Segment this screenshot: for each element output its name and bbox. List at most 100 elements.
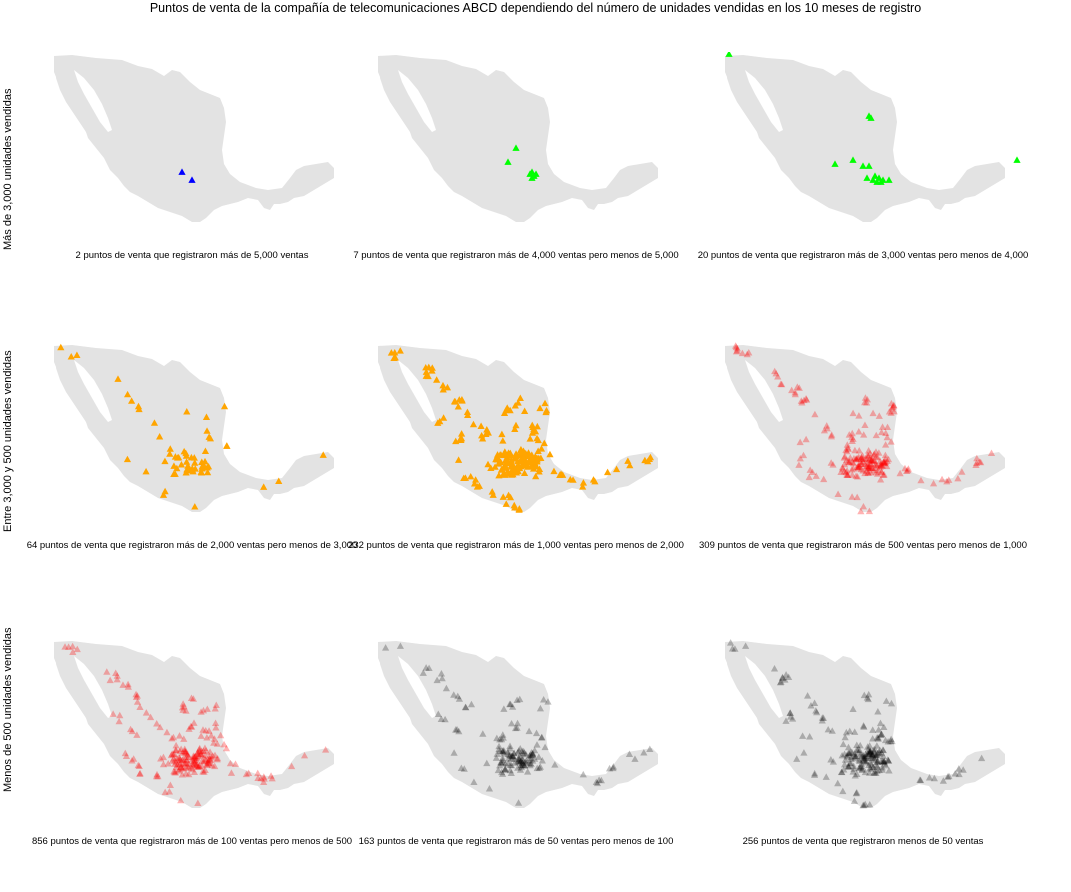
- sales-point-marker: [857, 460, 865, 468]
- sales-point-marker: [873, 462, 881, 469]
- sales-point-marker: [205, 757, 213, 764]
- sales-point-marker: [193, 754, 201, 761]
- sales-point-marker: [171, 453, 180, 460]
- sales-point-marker: [533, 434, 541, 442]
- sales-point-marker: [858, 762, 866, 770]
- sales-point-marker: [183, 750, 191, 758]
- sales-point-marker: [506, 493, 515, 501]
- sales-point-marker: [877, 730, 886, 738]
- sales-point-marker: [843, 471, 852, 478]
- sales-point-marker: [972, 459, 981, 466]
- sales-point-marker: [859, 756, 867, 763]
- sales-point-marker: [857, 763, 865, 770]
- sales-point-marker: [194, 752, 203, 760]
- sales-point-marker: [170, 767, 178, 775]
- sales-point-marker: [776, 678, 785, 686]
- sales-point-marker: [867, 460, 875, 468]
- sales-point-marker: [847, 748, 855, 755]
- sales-point-marker: [207, 731, 215, 739]
- sales-point-marker: [533, 741, 541, 748]
- sales-point-marker: [823, 422, 831, 429]
- sales-point-marker: [972, 461, 980, 468]
- sales-point-marker: [190, 768, 199, 775]
- sales-point-marker: [205, 755, 214, 763]
- sales-point-marker: [178, 749, 187, 756]
- sales-point-marker: [172, 763, 180, 770]
- sales-point-marker: [873, 758, 882, 765]
- sales-point-marker: [112, 669, 120, 676]
- sales-point-marker: [165, 788, 174, 795]
- sales-point-marker: [869, 726, 877, 733]
- sales-point-marker: [865, 456, 873, 463]
- sales-point-marker: [517, 447, 525, 454]
- sales-point-marker: [188, 723, 196, 730]
- sales-point-marker: [916, 776, 924, 783]
- sales-point-marker: [172, 741, 180, 749]
- sales-point-marker: [839, 465, 847, 472]
- sales-point-marker: [506, 744, 514, 752]
- sales-point-marker: [195, 763, 203, 770]
- sales-point-marker: [142, 709, 150, 716]
- sales-point-marker: [885, 767, 893, 774]
- sales-point-marker: [807, 702, 815, 709]
- sales-point-marker: [843, 752, 852, 760]
- sales-point-marker: [522, 759, 530, 766]
- sales-point-marker: [213, 740, 221, 747]
- sales-point-marker: [516, 695, 524, 703]
- sales-point-marker: [454, 403, 462, 410]
- sales-point-marker: [855, 756, 863, 763]
- sales-point-marker: [517, 456, 525, 464]
- land-shape: [380, 648, 438, 748]
- sales-point-marker: [61, 643, 69, 650]
- sales-point-marker: [197, 750, 205, 758]
- sales-point-marker: [509, 470, 517, 478]
- sales-point-marker: [532, 472, 540, 480]
- sales-point-marker: [518, 747, 526, 754]
- sales-point-marker: [540, 439, 548, 447]
- sales-point-marker: [487, 464, 495, 471]
- sales-point-marker: [848, 749, 856, 756]
- sales-point-marker: [133, 731, 141, 738]
- sales-point-marker: [857, 460, 866, 468]
- map-panel: [358, 52, 698, 272]
- sales-point-marker: [873, 470, 882, 477]
- sales-point-marker: [824, 725, 832, 733]
- sales-point-marker: [176, 756, 185, 763]
- sales-point-marker: [518, 754, 526, 762]
- sales-point-marker: [507, 459, 515, 467]
- sales-point-marker: [463, 408, 472, 416]
- sales-point-marker: [470, 778, 478, 785]
- sales-point-marker: [182, 747, 190, 755]
- sales-point-marker: [860, 756, 868, 763]
- sales-point-marker: [881, 760, 889, 767]
- sales-point-marker: [516, 394, 524, 401]
- sales-point-marker: [813, 708, 821, 716]
- sales-point-marker: [211, 705, 219, 712]
- sales-point-marker: [828, 727, 836, 734]
- land-shape: [54, 55, 334, 222]
- sales-point-marker: [879, 758, 887, 765]
- sales-point-marker: [205, 759, 214, 767]
- sales-point-marker: [864, 695, 872, 703]
- sales-point-marker: [202, 726, 210, 734]
- sales-point-marker: [855, 764, 863, 771]
- sales-point-marker: [873, 761, 881, 769]
- sales-point-marker: [805, 473, 813, 481]
- sales-point-marker: [882, 697, 890, 704]
- land-shape: [380, 352, 438, 452]
- sales-point-marker: [517, 757, 525, 764]
- sales-point-marker: [865, 761, 873, 769]
- sales-point-marker: [861, 753, 869, 760]
- sales-point-marker: [203, 427, 211, 434]
- sales-point-marker: [439, 414, 448, 421]
- sales-point-marker: [782, 671, 790, 678]
- sales-point-marker: [194, 748, 202, 756]
- sales-point-marker: [866, 801, 874, 808]
- sales-point-marker: [133, 698, 142, 705]
- sales-point-marker: [874, 466, 882, 474]
- sales-point-marker: [194, 763, 203, 770]
- sales-point-marker: [515, 747, 523, 754]
- sales-point-marker: [497, 758, 505, 766]
- sales-point-marker: [519, 759, 527, 767]
- sales-point-marker: [189, 695, 198, 702]
